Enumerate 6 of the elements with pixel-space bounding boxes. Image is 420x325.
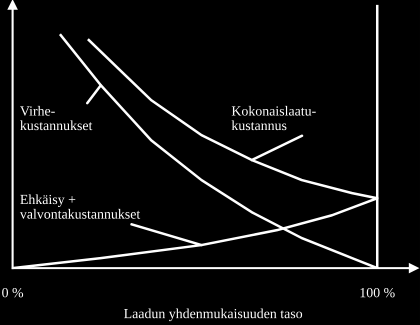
x-tick-label: 0 % xyxy=(2,288,24,298)
x-tick-label: 100 % xyxy=(360,288,395,298)
text: Ehkäisy + valvontakustannukset xyxy=(20,194,140,219)
x-axis-title: Laadun yhdenmukaisuuden taso xyxy=(124,308,302,322)
series-label: Kokonaislaatu- kustannus xyxy=(232,106,316,130)
legend-label: Virhe- kustannukset xyxy=(20,106,92,130)
